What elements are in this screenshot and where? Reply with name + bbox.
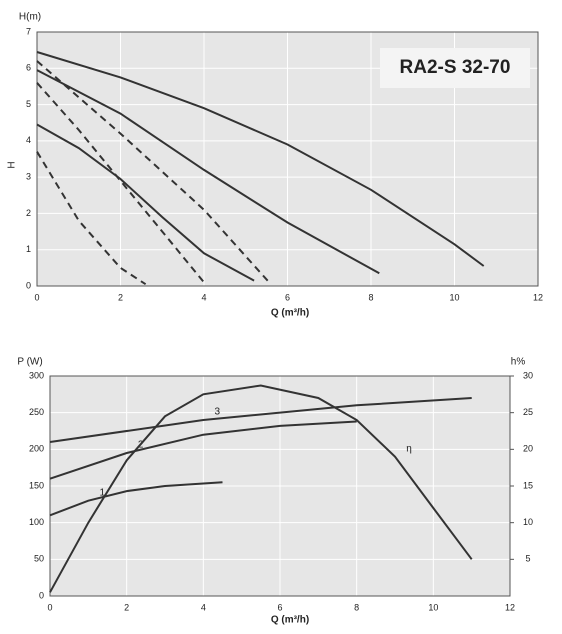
curve (49, 384, 473, 593)
y2-axis-title: h% (511, 357, 526, 368)
y2-tick-label: 10 (523, 517, 533, 527)
series-label: 1 (100, 487, 106, 498)
x-tick-label: 2 (118, 292, 123, 302)
curve (49, 397, 472, 443)
x-tick-label: 12 (533, 292, 543, 302)
x-tick-label: 8 (368, 292, 373, 302)
x-axis-title: Q (m³/h) (271, 308, 309, 319)
curve (36, 151, 147, 286)
y-tick-label: 0 (39, 590, 44, 600)
y-tick-label: 200 (29, 444, 44, 454)
y-tick-label: 6 (26, 63, 31, 73)
x-tick-label: 4 (201, 602, 206, 612)
x-tick-label: 12 (505, 602, 515, 612)
curve (36, 69, 380, 275)
curve (36, 123, 255, 282)
plot-border (36, 31, 539, 287)
series-label: η (406, 443, 412, 454)
y2-tick-label: 30 (523, 370, 533, 380)
curve (49, 420, 357, 480)
y-tick-label: 3 (26, 172, 31, 182)
y-axis-label: H (7, 161, 18, 168)
y2-tick-label: 15 (523, 480, 533, 490)
x-tick-label: 10 (449, 292, 459, 302)
y-tick-label: 1 (26, 244, 31, 254)
x-tick-label: 2 (124, 602, 129, 612)
curve (36, 82, 205, 284)
x-tick-label: 4 (201, 292, 206, 302)
y2-tick-label: 20 (523, 444, 533, 454)
y-axis-title: H(m) (19, 12, 41, 23)
y2-tick-label: 25 (523, 407, 533, 417)
x-tick-label: 6 (277, 602, 282, 612)
y2-tick-label: 5 (525, 554, 530, 564)
y-tick-label: 100 (29, 517, 44, 527)
y-tick-label: 250 (29, 407, 44, 417)
series-label: 3 (215, 407, 221, 418)
x-axis-title: Q (m³/h) (271, 615, 309, 626)
y-tick-label: 50 (34, 554, 44, 564)
y-tick-label: 0 (26, 280, 31, 290)
title-box (380, 48, 530, 88)
y-tick-label: 150 (29, 480, 44, 490)
y-tick-label: 2 (26, 208, 31, 218)
y-tick-label: 4 (26, 135, 31, 145)
y-axis-title: P (W) (17, 357, 42, 368)
chart-title: RA2-S 32-70 (400, 57, 511, 78)
curve (36, 51, 485, 267)
curve (49, 481, 223, 517)
x-tick-label: 8 (354, 602, 359, 612)
y-tick-label: 300 (29, 370, 44, 380)
y-tick-label: 5 (26, 99, 31, 109)
x-tick-label: 10 (428, 602, 438, 612)
x-tick-label: 0 (34, 292, 39, 302)
y-tick-label: 7 (26, 26, 31, 36)
x-tick-label: 6 (285, 292, 290, 302)
x-tick-label: 0 (47, 602, 52, 612)
plot-border (49, 375, 511, 597)
